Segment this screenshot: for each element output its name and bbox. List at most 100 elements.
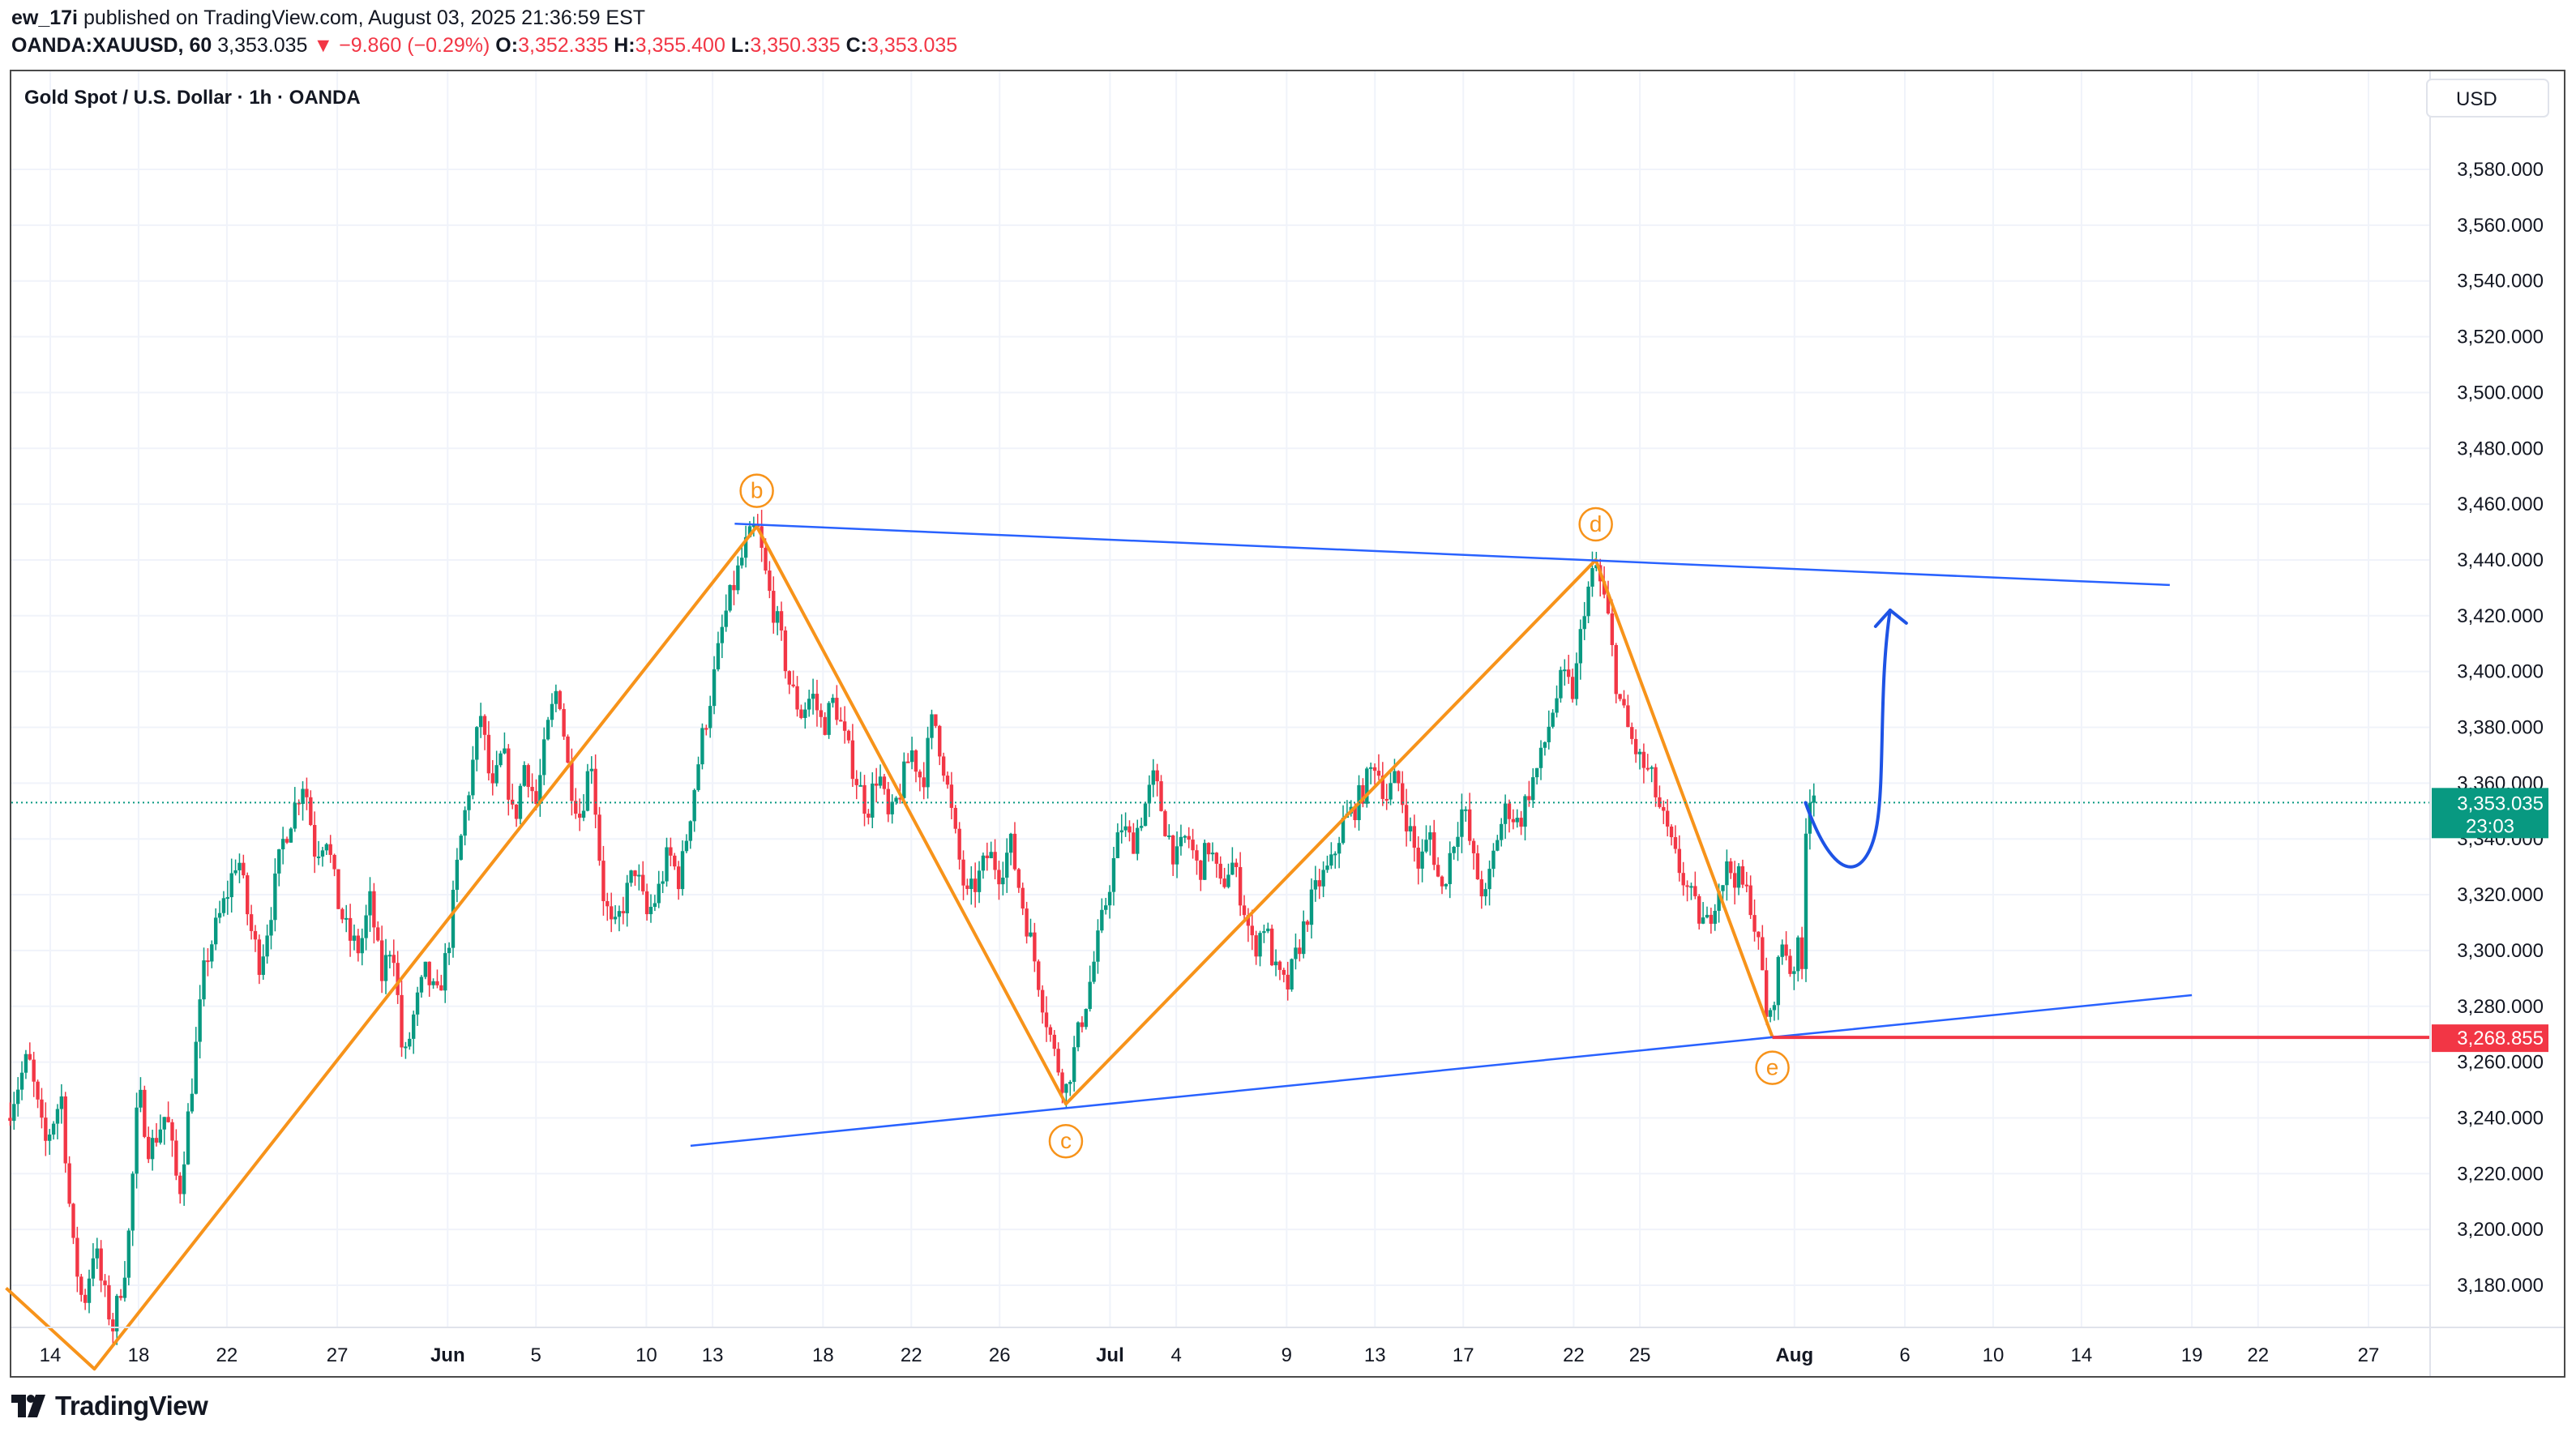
candle-body bbox=[320, 850, 325, 857]
candle-body bbox=[103, 1280, 107, 1285]
candle-body bbox=[1444, 883, 1448, 887]
candle-body bbox=[835, 698, 839, 720]
candle-body bbox=[158, 1129, 163, 1143]
candle-body bbox=[617, 911, 622, 917]
candle-body bbox=[874, 783, 879, 786]
candle-body bbox=[1531, 777, 1535, 801]
price-tick-label: 3,180.000 bbox=[2457, 1275, 2544, 1297]
candle-body bbox=[1203, 843, 1207, 880]
candle-body bbox=[392, 955, 396, 964]
candle-body bbox=[455, 859, 460, 890]
candle-body bbox=[1128, 826, 1132, 833]
candle-body bbox=[356, 935, 361, 954]
candle-body bbox=[585, 771, 590, 811]
candle-body bbox=[48, 1135, 52, 1141]
wave-label-e-circle bbox=[1755, 1050, 1790, 1085]
candle-body bbox=[447, 947, 451, 954]
price-tick-label: 3,540.000 bbox=[2457, 271, 2544, 293]
candle-body bbox=[1313, 880, 1318, 890]
candle-body bbox=[114, 1296, 119, 1331]
candle-body bbox=[1309, 889, 1314, 925]
candle-body bbox=[799, 709, 803, 718]
high-value: 3,355.400 bbox=[635, 34, 725, 57]
candle-body bbox=[1389, 783, 1393, 800]
candle-body bbox=[1705, 914, 1709, 918]
candle-body bbox=[372, 891, 376, 928]
candle-body bbox=[558, 690, 562, 709]
last-price-badge-value: 3,353.035 bbox=[2457, 793, 2544, 814]
author-name[interactable]: ew_17i bbox=[11, 6, 79, 29]
tradingview-logo[interactable]: TradingView bbox=[11, 1391, 208, 1421]
candle-body bbox=[1317, 880, 1321, 887]
close-label: C: bbox=[845, 34, 867, 57]
candle-body bbox=[542, 739, 546, 776]
candle-body bbox=[1218, 863, 1222, 879]
chart-title: Gold Spot / U.S. Dollar · 1h · OANDA bbox=[24, 87, 361, 109]
candle-body bbox=[1282, 969, 1286, 975]
candle-body bbox=[1693, 886, 1697, 896]
candle-body bbox=[993, 852, 997, 870]
candle-body bbox=[301, 789, 305, 805]
price-axis[interactable]: 3,180.000 3,200.000 3,220.000 3,240.000 3,26… bbox=[2429, 71, 2548, 1376]
candle-body bbox=[202, 960, 206, 1000]
time-tick-label: 9 bbox=[1282, 1344, 1292, 1366]
candle-body bbox=[577, 814, 582, 818]
candle-body bbox=[795, 686, 799, 710]
candle-body bbox=[443, 953, 447, 991]
candle-body bbox=[720, 626, 725, 643]
candle-body bbox=[1626, 705, 1630, 728]
time-axis[interactable]: 14 18 22 27 Jun 5 10 13 18 22 26 Jul 4 9 13 17 22 25 Aug 6 1… bbox=[11, 1327, 2564, 1366]
candle-body bbox=[842, 721, 847, 731]
candle-body bbox=[1590, 568, 1594, 587]
candle-body bbox=[316, 856, 321, 858]
candle-body bbox=[107, 1284, 111, 1320]
candle-body bbox=[1064, 1083, 1068, 1093]
currency-button-bg[interactable] bbox=[2426, 79, 2549, 118]
candle-body bbox=[1479, 879, 1484, 897]
candle-body bbox=[253, 930, 258, 940]
candle-body bbox=[312, 825, 317, 857]
drawings: b c d e bbox=[5, 473, 2430, 1371]
candle-body bbox=[475, 727, 479, 760]
candle-body bbox=[1052, 1034, 1056, 1049]
candle-body bbox=[459, 836, 463, 860]
candle-body bbox=[1630, 727, 1634, 739]
candle-body bbox=[1294, 947, 1298, 959]
candle-body bbox=[1467, 809, 1472, 841]
candle-body bbox=[906, 761, 910, 763]
candle-body bbox=[1298, 947, 1302, 955]
candle-body bbox=[1037, 961, 1041, 990]
time-tick-label: Aug bbox=[1775, 1344, 1813, 1366]
candle-body bbox=[1001, 878, 1005, 885]
candle-body bbox=[1139, 826, 1144, 828]
time-tick-label: 22 bbox=[2247, 1344, 2269, 1366]
candle-body bbox=[1662, 806, 1666, 811]
candle-body bbox=[1637, 751, 1642, 754]
candle-body bbox=[1732, 873, 1737, 888]
candle-body bbox=[213, 917, 218, 945]
candle-body bbox=[751, 525, 756, 528]
candle-body bbox=[1230, 862, 1235, 875]
candle-body bbox=[431, 981, 435, 985]
candle-body bbox=[1503, 803, 1508, 824]
candle-body bbox=[75, 1237, 79, 1277]
candle-body bbox=[819, 710, 824, 717]
candle-body bbox=[1115, 832, 1120, 858]
candle-body bbox=[482, 716, 487, 735]
candle-body bbox=[297, 802, 301, 805]
candle-body bbox=[419, 977, 424, 993]
candle-body bbox=[633, 870, 637, 877]
chart-frame bbox=[10, 70, 2565, 1378]
candle-body bbox=[768, 571, 772, 592]
candle-body bbox=[494, 765, 499, 784]
candle-body bbox=[336, 869, 340, 909]
candle-body bbox=[909, 750, 914, 763]
candle-body bbox=[139, 1089, 143, 1108]
candle-body bbox=[1788, 955, 1792, 974]
candle-body bbox=[1709, 914, 1714, 924]
candle-body bbox=[131, 1173, 135, 1231]
candle-body bbox=[1132, 832, 1136, 854]
time-tick-label: 5 bbox=[531, 1344, 541, 1366]
currency-label[interactable]: USD bbox=[2456, 88, 2497, 110]
